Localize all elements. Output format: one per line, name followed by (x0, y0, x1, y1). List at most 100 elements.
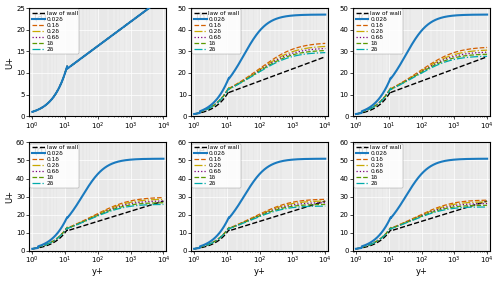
Line: 0.6δ: 0.6δ (32, 0, 164, 112)
Line: 0.1δ: 0.1δ (32, 198, 164, 249)
0.02δ (484, 157, 490, 160)
1δ (353, 112, 359, 116)
0.6δ (52, 238, 59, 241)
law of wall (386, 91, 392, 95)
Line: 0.1δ: 0.1δ (32, 0, 164, 112)
0.2δ (214, 238, 220, 241)
2δ (52, 238, 59, 241)
0.02δ (63, 218, 69, 221)
Line: 1δ: 1δ (194, 204, 326, 249)
Line: 2δ: 2δ (194, 53, 326, 114)
Text: (e): (e) (195, 146, 208, 156)
0.1δ (412, 216, 418, 219)
0.2δ (322, 199, 328, 203)
1δ (268, 210, 274, 213)
0.1δ (278, 52, 284, 56)
0.02δ (353, 247, 359, 250)
law of wall (412, 222, 418, 225)
0.2δ (30, 110, 36, 114)
law of wall (52, 240, 59, 243)
2δ (290, 55, 296, 58)
0.1δ (106, 36, 112, 39)
0.2δ (106, 36, 112, 39)
Line: 2δ: 2δ (32, 204, 164, 249)
0.6δ (106, 36, 112, 39)
0.6δ (268, 61, 274, 65)
1δ (30, 247, 36, 250)
0.02δ (160, 157, 166, 160)
Line: 0.1δ: 0.1δ (356, 47, 487, 114)
0.1δ (160, 196, 166, 199)
0.2δ (30, 247, 36, 250)
0.1δ (250, 71, 256, 75)
0.6δ (322, 201, 328, 204)
2δ (483, 205, 489, 209)
0.1δ (412, 72, 418, 76)
0.02δ (376, 234, 382, 237)
0.2δ (63, 227, 69, 231)
1δ (412, 74, 418, 78)
0.02δ (214, 234, 220, 237)
0.2δ (52, 238, 59, 241)
2δ (353, 112, 359, 116)
Line: 1δ: 1δ (32, 0, 164, 112)
1δ (63, 68, 69, 72)
0.1δ (191, 112, 197, 116)
0.2δ (440, 205, 446, 208)
0.6δ (440, 206, 446, 210)
Line: 2δ: 2δ (356, 56, 487, 114)
0.02δ (278, 16, 284, 19)
law of wall (63, 68, 69, 72)
0.02δ (250, 180, 256, 183)
0.6δ (386, 88, 392, 92)
2δ (30, 110, 36, 114)
2δ (128, 204, 134, 208)
0.02δ (88, 49, 94, 52)
2δ (322, 51, 328, 54)
2δ (484, 55, 490, 58)
1δ (225, 228, 231, 231)
Legend: law of wall, 0.02δ, 0.1δ, 0.2δ, 0.6δ, 1δ, 2δ: law of wall, 0.02δ, 0.1δ, 0.2δ, 0.6δ, 1δ… (354, 144, 403, 188)
0.2δ (250, 72, 256, 76)
0.6δ (353, 112, 359, 116)
1δ (117, 28, 123, 31)
0.2δ (63, 68, 69, 72)
Line: 0.02δ: 0.02δ (194, 159, 326, 249)
2δ (63, 68, 69, 72)
Text: (c): (c) (357, 11, 370, 21)
Legend: law of wall, 0.02δ, 0.1δ, 0.2δ, 0.6δ, 1δ, 2δ: law of wall, 0.02δ, 0.1δ, 0.2δ, 0.6δ, 1δ… (30, 144, 80, 188)
0.1δ (440, 55, 446, 58)
0.2δ (412, 216, 418, 219)
0.02δ (376, 97, 382, 100)
2δ (191, 112, 197, 116)
Line: 1δ: 1δ (356, 205, 487, 249)
0.02δ (225, 218, 231, 221)
Line: 0.6δ: 0.6δ (356, 52, 487, 114)
Line: 0.2δ: 0.2δ (194, 47, 326, 114)
1δ (376, 101, 382, 105)
Legend: law of wall, 0.02δ, 0.1δ, 0.2δ, 0.6δ, 1δ, 2δ: law of wall, 0.02δ, 0.1δ, 0.2δ, 0.6δ, 1δ… (30, 9, 80, 54)
Line: 0.02δ: 0.02δ (356, 159, 487, 249)
law of wall (128, 20, 134, 23)
0.6δ (386, 228, 392, 231)
2δ (430, 65, 436, 69)
0.2δ (191, 112, 197, 116)
0.2δ (52, 92, 59, 96)
2δ (268, 211, 274, 214)
law of wall (278, 213, 284, 216)
0.1δ (214, 101, 220, 104)
1δ (88, 49, 94, 52)
0.2δ (128, 20, 134, 23)
2δ (160, 203, 166, 206)
0.02δ (250, 37, 256, 41)
1δ (452, 56, 458, 60)
0.2δ (250, 216, 256, 219)
0.1δ (30, 110, 36, 114)
0.6δ (30, 110, 36, 114)
2δ (376, 101, 382, 105)
0.1δ (225, 87, 231, 91)
0.6δ (353, 247, 359, 250)
0.6δ (250, 216, 256, 220)
0.1δ (386, 88, 392, 91)
0.6δ (225, 228, 231, 231)
